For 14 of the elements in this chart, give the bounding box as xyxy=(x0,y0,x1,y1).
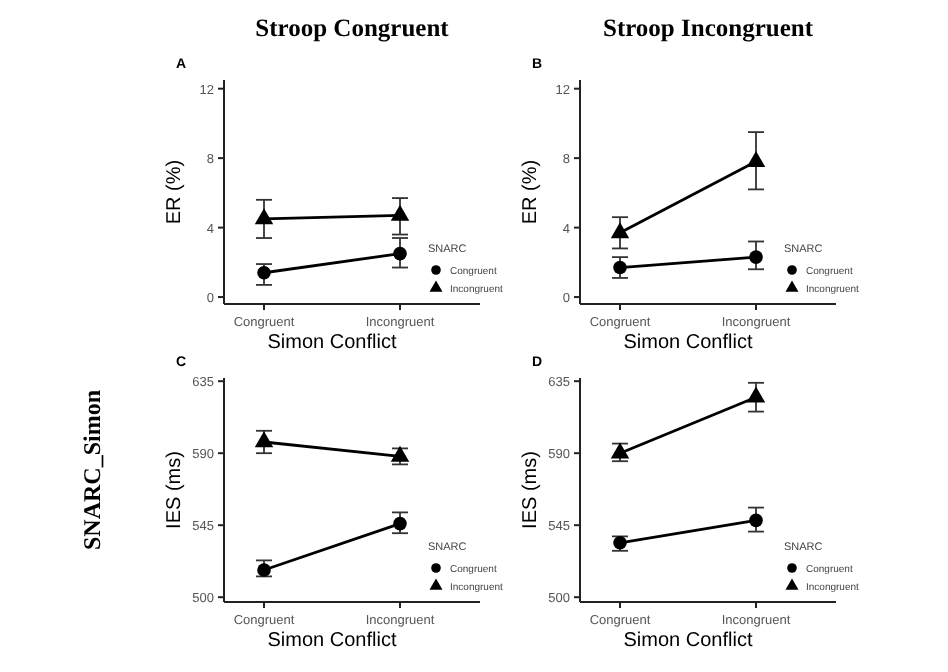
y-axis-title: ER (%) xyxy=(164,159,186,225)
y-axis-title: IES (ms) xyxy=(164,451,186,529)
x-axis-title: Simon Conflict xyxy=(623,332,753,354)
x-axis-title: Simon Conflict xyxy=(267,630,397,652)
y-axis-title: IES (ms) xyxy=(520,451,542,529)
point xyxy=(749,513,763,528)
point xyxy=(393,516,407,531)
x-axis-title: Simon Conflict xyxy=(623,630,753,652)
chart-title: Stroop Congruent xyxy=(255,14,451,42)
text: SNARC_Simon xyxy=(78,389,106,551)
chart-title: Stroop Incongruent xyxy=(603,14,815,42)
x-axis-title: Simon Conflict xyxy=(267,332,397,354)
y-axis-title: ER (%) xyxy=(520,159,542,225)
point xyxy=(257,563,271,577)
